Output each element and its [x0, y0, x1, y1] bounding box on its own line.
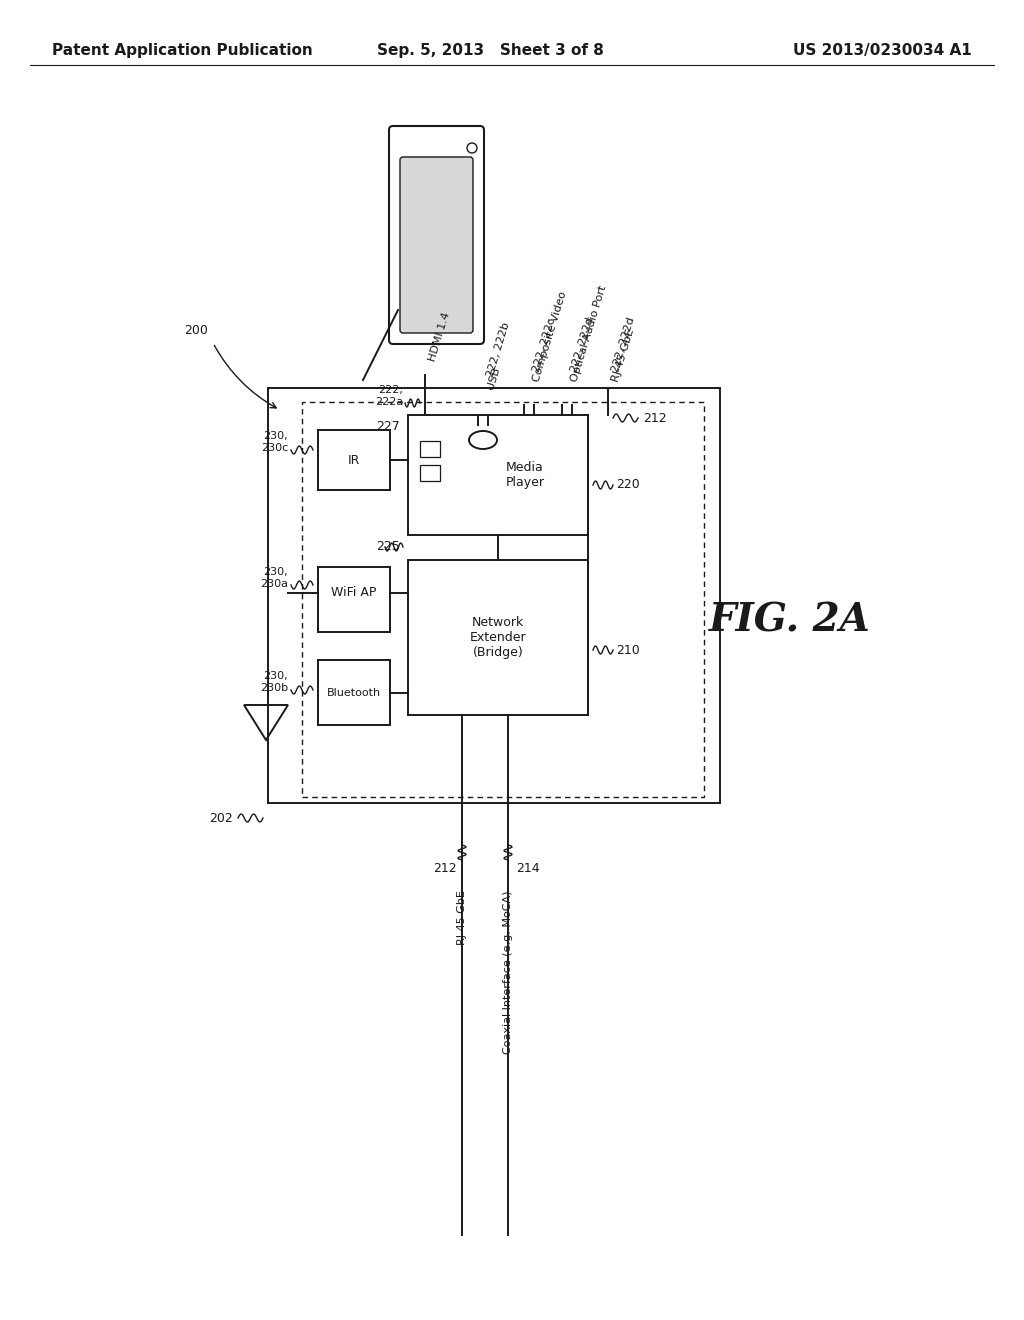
Text: 222, 222d: 222, 222d — [569, 315, 595, 374]
Text: 214: 214 — [516, 862, 540, 874]
Bar — [318, 568, 390, 632]
FancyBboxPatch shape — [389, 125, 484, 345]
Text: Media
Player: Media Player — [506, 461, 545, 488]
Bar — [268, 388, 720, 803]
Text: 222, 222d: 222, 222d — [610, 315, 636, 374]
Text: Network
Extender
(Bridge): Network Extender (Bridge) — [470, 616, 526, 659]
Text: Sep. 5, 2013   Sheet 3 of 8: Sep. 5, 2013 Sheet 3 of 8 — [377, 42, 603, 58]
Text: 200: 200 — [184, 323, 208, 337]
Text: 202: 202 — [209, 812, 233, 825]
Text: 222, 222c: 222, 222c — [531, 317, 557, 374]
Text: 227: 227 — [376, 421, 400, 433]
Bar — [420, 465, 440, 480]
Text: 210: 210 — [616, 644, 640, 656]
FancyBboxPatch shape — [400, 157, 473, 333]
Text: RJ-45 GbE: RJ-45 GbE — [610, 327, 636, 383]
Text: Composite Video: Composite Video — [531, 290, 568, 383]
Text: 220: 220 — [616, 479, 640, 491]
Text: Patent Application Publication: Patent Application Publication — [52, 42, 312, 58]
Text: FIG. 2A: FIG. 2A — [710, 601, 870, 639]
Bar — [318, 660, 390, 725]
Text: 222,
222a: 222, 222a — [375, 385, 403, 407]
Text: 222, 222b: 222, 222b — [485, 321, 511, 378]
Text: 230,
230b: 230, 230b — [260, 671, 288, 693]
Text: Bluetooth: Bluetooth — [327, 688, 381, 697]
Circle shape — [467, 143, 477, 153]
Text: 225: 225 — [376, 540, 400, 553]
Bar — [302, 403, 705, 797]
Text: WiFi AP: WiFi AP — [332, 586, 377, 599]
Text: Optical Audio Port: Optical Audio Port — [569, 284, 608, 383]
Text: Coaxial Interface (e.g. MoCA): Coaxial Interface (e.g. MoCA) — [503, 890, 513, 1053]
Text: USB: USB — [485, 366, 502, 391]
Bar — [318, 430, 390, 490]
Text: 230,
230c: 230, 230c — [261, 432, 288, 453]
Text: HDMI 1.4: HDMI 1.4 — [427, 312, 452, 363]
Text: 212: 212 — [433, 862, 457, 874]
Text: 212: 212 — [643, 412, 667, 425]
Text: RJ-45 GbE: RJ-45 GbE — [457, 890, 467, 945]
Text: IR: IR — [348, 454, 360, 466]
Bar — [408, 414, 588, 535]
Text: US 2013/0230034 A1: US 2013/0230034 A1 — [794, 42, 972, 58]
Bar — [408, 560, 588, 715]
Ellipse shape — [469, 432, 497, 449]
Bar — [420, 441, 440, 457]
Text: 230,
230a: 230, 230a — [260, 568, 288, 589]
